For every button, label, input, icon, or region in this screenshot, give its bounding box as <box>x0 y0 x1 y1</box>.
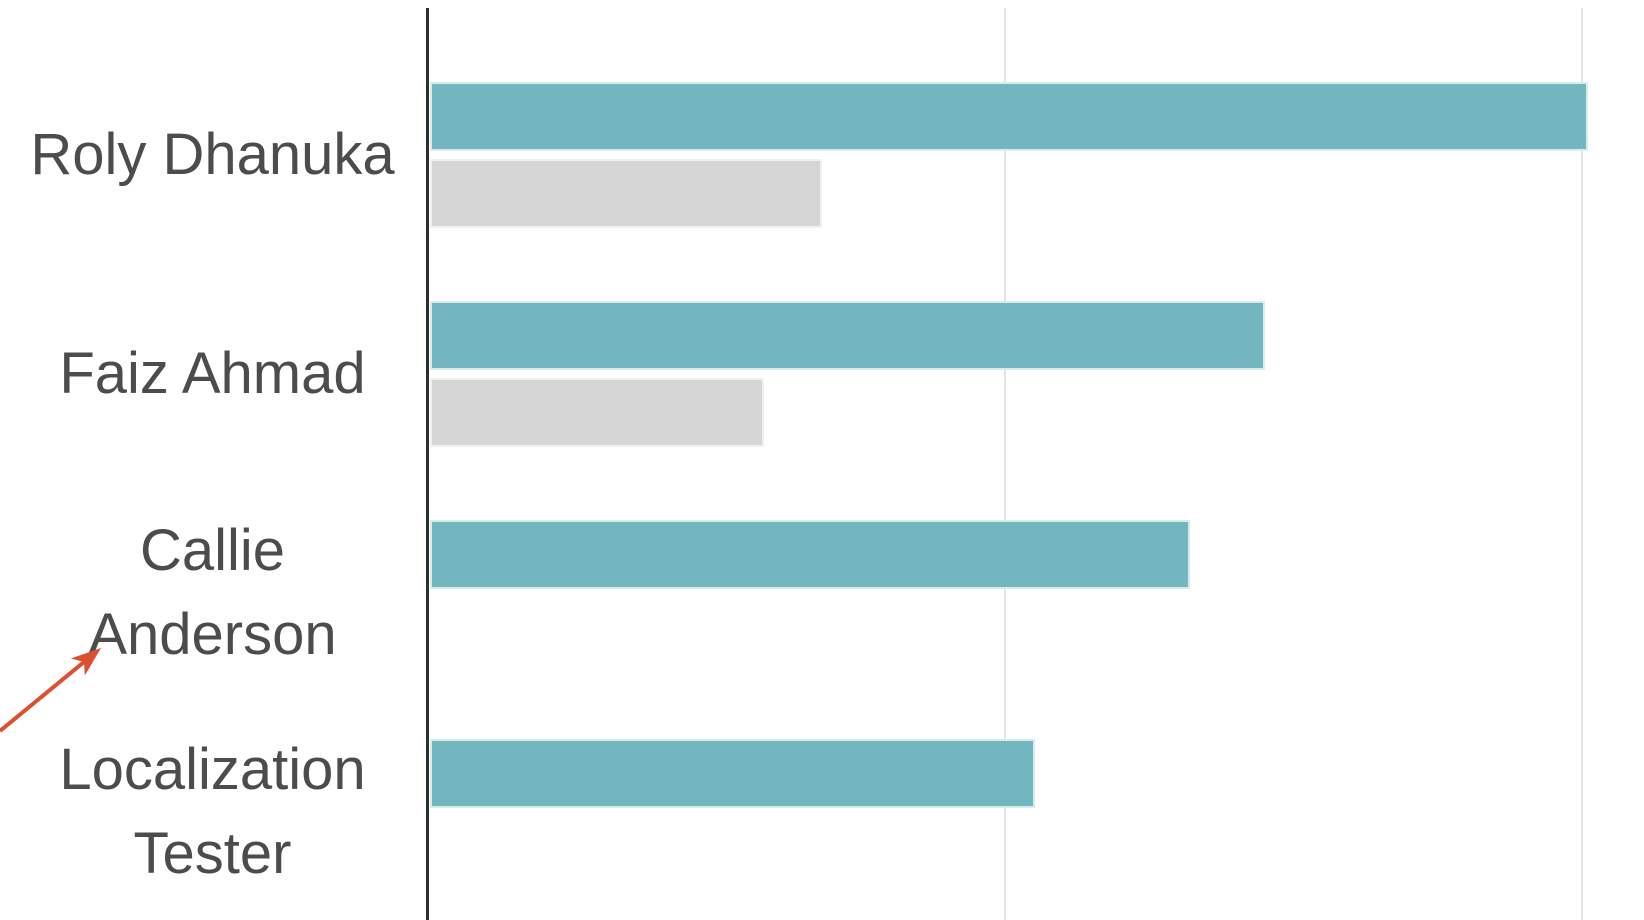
category-label-line: Faiz Ahmad <box>59 341 366 406</box>
bar-comparison-2[interactable] <box>430 378 764 447</box>
bar-primary-1[interactable] <box>430 82 1588 151</box>
bar-comparison-1[interactable] <box>430 159 822 228</box>
bar-primary-2[interactable] <box>430 301 1265 370</box>
category-label-3: Callie Anderson <box>10 518 415 667</box>
category-label-1: Roly Dhanuka <box>10 82 415 228</box>
category-label-line: Tester <box>133 821 292 886</box>
category-label-line: Anderson <box>88 602 337 667</box>
gridline-2 <box>1581 8 1583 920</box>
category-label-4: Localization Tester <box>10 737 415 886</box>
y-axis-line <box>426 8 429 920</box>
bar-primary-4[interactable] <box>430 739 1035 808</box>
category-label-line: Localization <box>59 737 366 802</box>
annotation-arrow-line <box>0 657 89 733</box>
category-label-line: Roly Dhanuka <box>30 122 395 187</box>
bar-primary-3[interactable] <box>430 520 1190 589</box>
gridline-1 <box>1004 8 1006 920</box>
category-label-line: Callie <box>139 518 286 583</box>
category-label-2: Faiz Ahmad <box>10 301 415 447</box>
